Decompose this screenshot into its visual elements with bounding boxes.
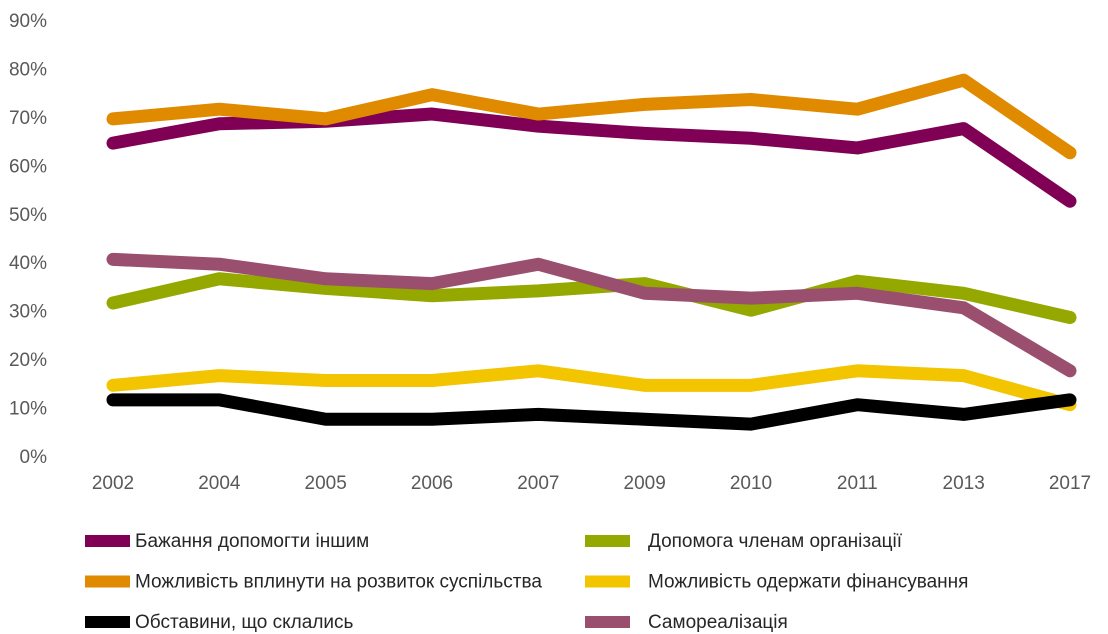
x-tick-label: 2007 bbox=[517, 473, 559, 494]
series-line bbox=[106, 107, 1077, 208]
y-tick-label: 70% bbox=[9, 108, 47, 129]
legend-label: Можливість одержати фінансування bbox=[648, 572, 968, 593]
x-tick-label: 2004 bbox=[198, 473, 241, 494]
legend-label: Допомога членам організації bbox=[648, 531, 903, 552]
x-tick-label: 2006 bbox=[411, 473, 453, 494]
legend-label: Обставини, що склались bbox=[135, 612, 354, 633]
x-tick-label: 2002 bbox=[92, 473, 134, 494]
y-tick-label: 10% bbox=[9, 399, 47, 420]
y-tick-label: 0% bbox=[20, 447, 48, 468]
x-tick-label: 2011 bbox=[837, 473, 878, 494]
series-line bbox=[106, 252, 1077, 378]
y-tick-label: 80% bbox=[9, 59, 47, 80]
y-tick-label: 90% bbox=[9, 11, 47, 32]
y-tick-label: 60% bbox=[9, 156, 47, 177]
legend-label: Самореалізація bbox=[648, 612, 788, 633]
y-tick-label: 30% bbox=[9, 302, 47, 323]
x-tick-label: 2009 bbox=[624, 473, 666, 494]
y-tick-label: 20% bbox=[9, 350, 47, 371]
x-tick-label: 2017 bbox=[1049, 473, 1091, 494]
legend-label: Бажання допомогти іншим bbox=[135, 531, 369, 552]
y-tick-label: 50% bbox=[9, 205, 47, 226]
legend-label: Можливість вплинути на розвиток суспільс… bbox=[135, 572, 542, 593]
x-tick-label: 2013 bbox=[943, 473, 985, 494]
x-tick-label: 2005 bbox=[305, 473, 347, 494]
y-tick-label: 40% bbox=[9, 253, 47, 274]
series-line bbox=[106, 393, 1077, 431]
series-line bbox=[106, 364, 1077, 412]
x-tick-label: 2010 bbox=[730, 473, 772, 494]
series-line bbox=[106, 272, 1077, 325]
series-line bbox=[106, 73, 1077, 160]
